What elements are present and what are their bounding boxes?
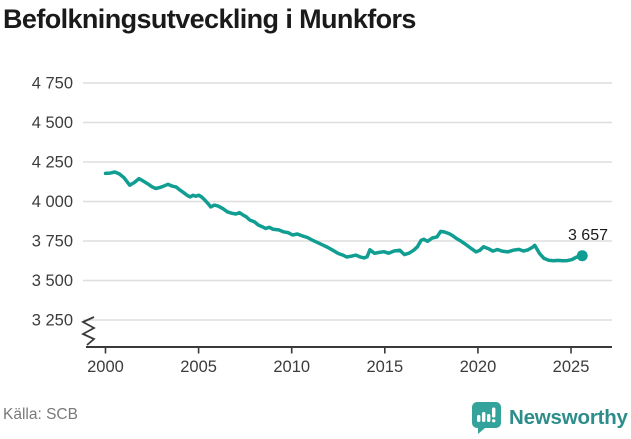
newsworthy-logo: Newsworthy xyxy=(471,401,628,435)
population-series-line xyxy=(103,170,584,263)
x-tick-label: 2005 xyxy=(180,358,217,376)
y-tick-label: 3 250 xyxy=(32,312,73,330)
axis-break-icon xyxy=(80,316,96,346)
x-tick-label: 2020 xyxy=(460,358,497,376)
x-tick-label: 2025 xyxy=(553,358,590,376)
axes xyxy=(80,316,612,354)
data-labels: 4 750 4 500 4 250 4 000 3 750 3 500 3 250 2000 2… xyxy=(32,75,608,377)
source-credit: Källa: SCB xyxy=(3,406,78,423)
end-value-label: 3 657 xyxy=(568,227,608,244)
x-tick-label: 2015 xyxy=(366,358,403,376)
y-tick-label: 4 000 xyxy=(32,193,73,211)
chart-title: Befolkningsutveckling i Munkfors xyxy=(3,4,416,34)
series-end-dot xyxy=(576,250,588,262)
x-tick-label: 2000 xyxy=(87,358,124,376)
newsworthy-wordmark: Newsworthy xyxy=(509,406,628,429)
gridlines xyxy=(83,82,612,321)
x-tick-label: 2010 xyxy=(273,358,310,376)
y-tick-label: 4 500 xyxy=(32,114,73,132)
y-tick-label: 4 750 xyxy=(32,75,73,93)
line-series xyxy=(103,170,588,263)
y-tick-label: 3 750 xyxy=(32,233,73,251)
y-tick-label: 4 250 xyxy=(32,154,73,172)
y-tick-label: 3 500 xyxy=(32,272,73,290)
bar-chart-bubble-icon xyxy=(472,402,501,434)
